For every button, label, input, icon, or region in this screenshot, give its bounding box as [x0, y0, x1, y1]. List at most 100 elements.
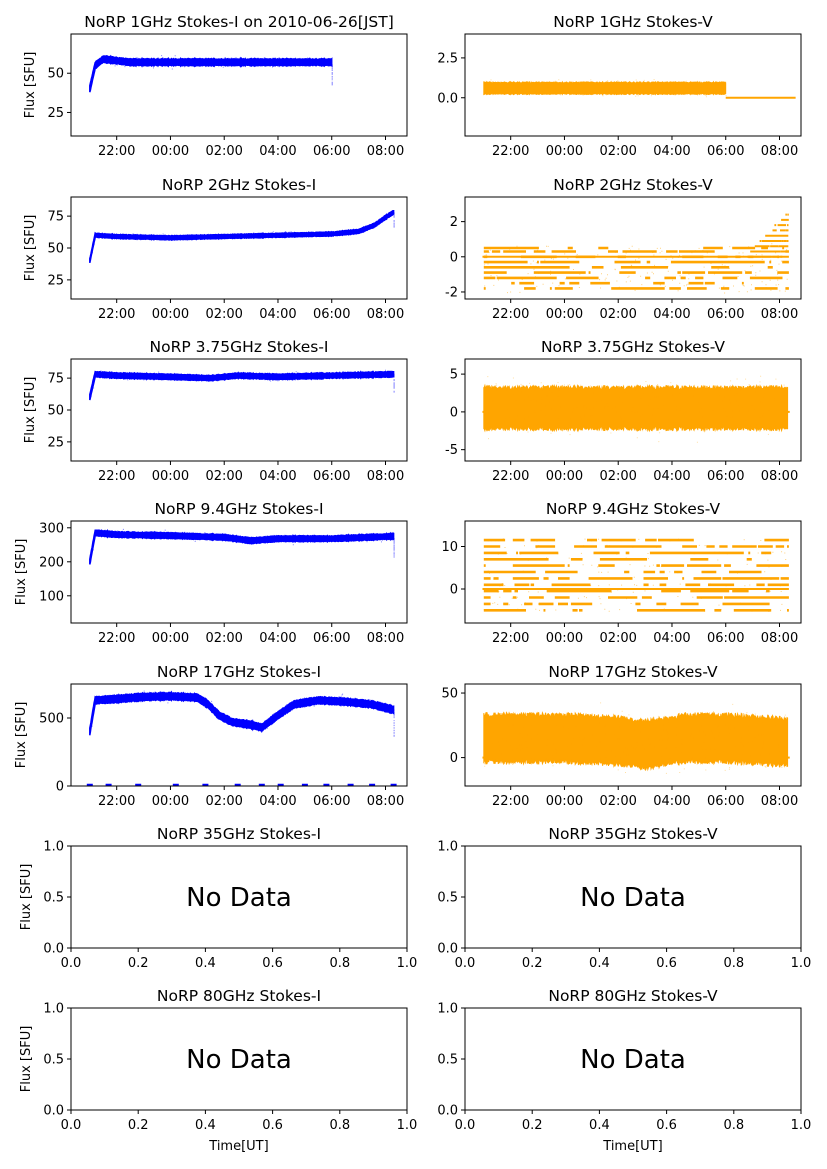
x-tick-label: 00:00: [152, 469, 189, 484]
x-tick-label: 22:00: [492, 144, 529, 159]
x-tick-label: 08:00: [367, 144, 404, 159]
y-tick-label: 2: [450, 215, 458, 230]
noise-band: [483, 711, 789, 772]
y-axis-label: Flux [SFU]: [14, 702, 29, 769]
axes-frame: [464, 520, 802, 624]
subplot-title: NoRP 17GHz Stokes-I: [157, 663, 321, 681]
data-series: [89, 369, 395, 401]
subplot-title: NoRP 35GHz Stokes-I: [157, 825, 321, 843]
x-tick-label: 08:00: [761, 144, 798, 159]
axes-frame: [70, 683, 408, 787]
outlier-points: [91, 212, 395, 254]
x-tick-label: 22:00: [98, 307, 135, 322]
x-tick-label: 0.8: [329, 1118, 350, 1133]
axes-frame: [464, 33, 802, 137]
x-tick-label: 04:00: [259, 631, 296, 646]
y-axis-label: Flux [SFU]: [23, 377, 38, 444]
x-tick-label: 04:00: [259, 794, 296, 809]
axes-frame: [70, 196, 408, 300]
x-tick-label: 02:00: [205, 794, 242, 809]
x-tick-label: 22:00: [98, 631, 135, 646]
subplot-title: NoRP 17GHz Stokes-V: [548, 663, 718, 681]
x-tick-label: 0.2: [128, 956, 149, 971]
y-tick-label: 200: [39, 555, 64, 570]
y-tick-label: 25: [47, 106, 64, 121]
y-tick-label: 1.0: [43, 840, 64, 855]
x-tick-label: 0.2: [522, 956, 543, 971]
data-series: [86, 690, 397, 786]
y-tick-label: 300: [39, 521, 64, 536]
data-series: [89, 528, 395, 565]
x-tick-label: 02:00: [205, 631, 242, 646]
y-tick-label: 50: [441, 687, 458, 702]
axes-frame: [70, 520, 408, 624]
flux-band: [89, 54, 333, 93]
subplot-title: NoRP 2GHz Stokes-I: [162, 176, 316, 194]
x-tick-label: 06:00: [707, 631, 744, 646]
x-tick-label: 04:00: [653, 469, 690, 484]
x-tick-label: 0.6: [656, 956, 677, 971]
x-tick-label: 22:00: [98, 469, 135, 484]
y-axis-label: Flux [SFU]: [19, 864, 34, 931]
y-tick-label: 0.5: [43, 891, 64, 906]
x-tick-label: 0.4: [589, 1118, 610, 1133]
x-tick-label: 06:00: [707, 794, 744, 809]
axes-frame: [464, 683, 802, 787]
y-tick-label: 0: [56, 780, 64, 795]
subplot-left-4: NoRP 17GHz Stokes-I Flux [SFU] 22:00 00:00 0…: [14, 663, 408, 809]
x-tick-label: 02:00: [205, 469, 242, 484]
x-tick-label: 02:00: [599, 794, 636, 809]
y-tick-label: 0.5: [437, 891, 458, 906]
x-tick-label: 00:00: [546, 469, 583, 484]
x-tick-label: 02:00: [599, 144, 636, 159]
x-tick-label: 0.0: [61, 956, 82, 971]
outlier-points: [483, 375, 787, 443]
x-tick-label: 1.0: [397, 956, 418, 971]
x-axis-label: Time[UT]: [602, 1139, 662, 1154]
y-tick-label: 50: [47, 404, 64, 419]
y-tick-label: 50: [47, 67, 64, 82]
y-tick-label: 0.5: [437, 1053, 458, 1068]
x-tick-label: 22:00: [492, 794, 529, 809]
x-tick-label: 08:00: [367, 307, 404, 322]
subplot-right-4: NoRP 17GHz Stokes-V 22:00 00:00 02:00 04:00 0…: [441, 663, 802, 809]
x-tick-label: 0.6: [262, 956, 283, 971]
x-tick-label: 04:00: [259, 144, 296, 159]
x-tick-label: 06:00: [313, 469, 350, 484]
subplot-title: NoRP 2GHz Stokes-V: [553, 176, 713, 194]
x-tick-label: 00:00: [546, 307, 583, 322]
x-tick-label: 0.4: [195, 956, 216, 971]
x-tick-label: 02:00: [599, 631, 636, 646]
x-tick-label: 04:00: [259, 307, 296, 322]
x-tick-label: 06:00: [313, 794, 350, 809]
y-tick-label: 0.0: [43, 942, 64, 957]
x-tick-label: 04:00: [259, 469, 296, 484]
x-tick-label: 1.0: [791, 1118, 812, 1133]
x-tick-label: 0.0: [455, 956, 476, 971]
y-tick-label: -5: [445, 443, 458, 458]
noise-band: [483, 383, 789, 433]
y-tick-label: 0.0: [437, 1104, 458, 1119]
outlier-points: [484, 79, 727, 98]
rising-tail-points: [747, 213, 789, 258]
x-tick-label: 00:00: [546, 631, 583, 646]
x-tick-label: 0.8: [329, 956, 350, 971]
x-tick-label: 22:00: [98, 144, 135, 159]
subplot-title: NoRP 1GHz Stokes-V: [553, 13, 713, 31]
x-tick-label: 0.4: [589, 956, 610, 971]
x-tick-label: 1.0: [791, 956, 812, 971]
subplot-title: NoRP 3.75GHz Stokes-V: [541, 338, 725, 356]
x-tick-label: 02:00: [599, 469, 636, 484]
y-tick-label: 25: [47, 435, 64, 450]
flux-band: [89, 528, 395, 565]
y-tick-label: -2: [445, 285, 458, 300]
y-tick-label: 25: [47, 273, 64, 288]
outlier-points: [90, 690, 395, 737]
outlier-points: [483, 702, 788, 774]
x-tick-label: 0.8: [723, 956, 744, 971]
quantized-level-stripes: [483, 538, 789, 612]
x-tick-label: 00:00: [152, 794, 189, 809]
no-data-message: No Data: [580, 1045, 686, 1075]
y-tick-label: 0: [450, 751, 458, 766]
x-tick-label: 00:00: [152, 631, 189, 646]
